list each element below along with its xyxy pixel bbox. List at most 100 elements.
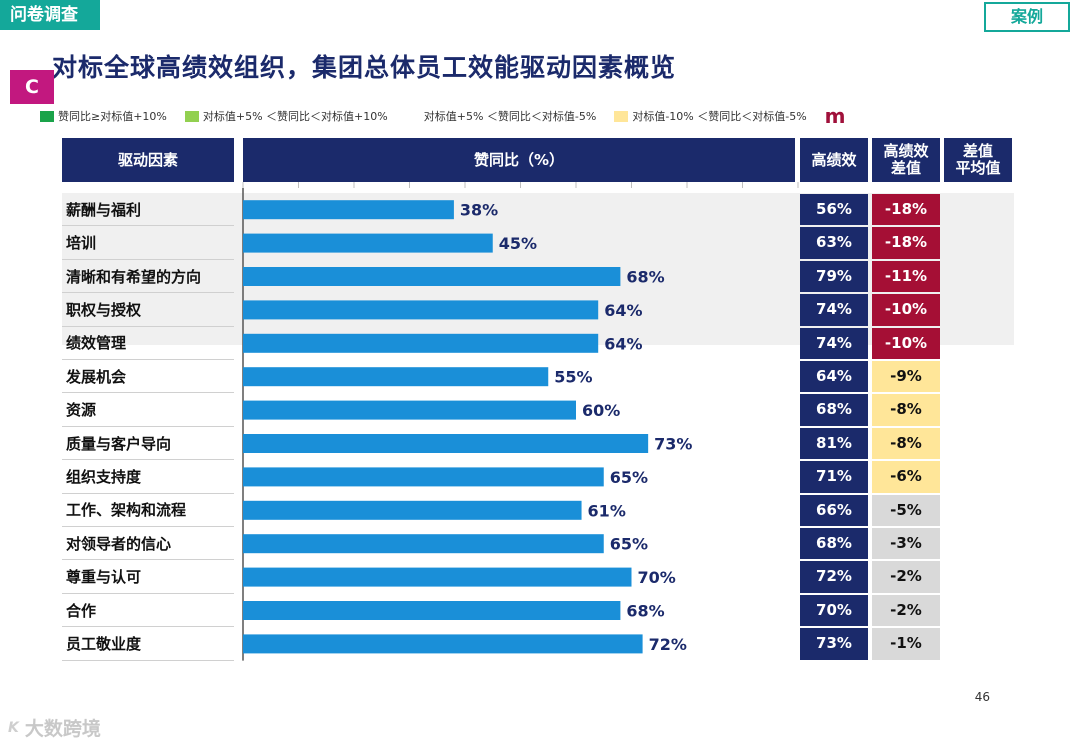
- bar: [243, 200, 454, 220]
- high-performance-cell: 74%: [800, 327, 868, 359]
- row-rule: [62, 359, 234, 360]
- bar-value-label: 61%: [588, 501, 626, 520]
- header-high: 高绩效: [800, 138, 868, 182]
- factor-label: 薪酬与福利: [66, 200, 142, 219]
- high-performance-cell: 63%: [800, 227, 868, 259]
- header-avg-line1: 差值: [962, 142, 993, 160]
- row-rule: [62, 225, 234, 227]
- bar: [243, 400, 576, 420]
- bar-value-label: 65%: [610, 468, 648, 487]
- row-rule: [62, 325, 234, 327]
- legend-swatch-2: [184, 110, 199, 122]
- section-tag: 问卷调查: [0, 0, 100, 30]
- page-title: 对标全球高绩效组织，集团总体员工效能驱动因素概览: [52, 53, 677, 82]
- row-rule: [62, 258, 234, 260]
- gap-cell: -5%: [872, 494, 940, 526]
- factor-label: 质量与客户导向: [66, 434, 172, 453]
- gap-cell: -3%: [872, 528, 940, 560]
- gap-cell: -6%: [872, 461, 940, 493]
- bar-value-label: 60%: [582, 401, 620, 420]
- bar-value-label: 64%: [604, 334, 642, 353]
- bar: [243, 367, 549, 387]
- factor-label: 尊重与认可: [66, 568, 142, 587]
- factor-label: 员工敬业度: [66, 634, 142, 653]
- legend-item-4: 对标值-10% ＜赞同比＜对标值-5%: [614, 108, 807, 124]
- legend-item-2: 对标值+5% ＜赞同比＜对标值+10%: [184, 108, 388, 124]
- factor-label: 职权与授权: [66, 300, 142, 319]
- legend-label-1: 赞同比≥对标值+10%: [58, 110, 167, 123]
- header-gap-line1: 高绩效: [883, 142, 929, 160]
- gap-cell: -11%: [872, 260, 940, 293]
- high-performance-cell: 56%: [800, 194, 868, 226]
- bar: [243, 601, 621, 620]
- gap-cell: -9%: [872, 361, 940, 393]
- page-number: 46: [974, 690, 990, 704]
- high-performance-cell: 71%: [800, 461, 868, 493]
- gap-cell: -18%: [872, 227, 940, 259]
- high-performance-cell: 79%: [800, 260, 868, 293]
- bar: [243, 534, 604, 554]
- row-rule: [62, 626, 234, 628]
- row-rule: [62, 559, 234, 561]
- logo: C: [10, 70, 54, 104]
- bar-value-label: 65%: [610, 535, 648, 554]
- watermark: K 大数跨境: [8, 714, 101, 741]
- high-performance-cell: 81%: [800, 427, 868, 460]
- legend-label-2: 对标值+5% ＜赞同比＜对标值+10%: [202, 110, 388, 123]
- legend-item-3: 对标值+5% ＜赞同比＜对标值-5%: [405, 108, 597, 124]
- bar: [243, 567, 632, 587]
- header-factor: 驱动因素: [62, 138, 234, 182]
- header-gap-line2: 差值: [890, 159, 921, 177]
- high-performance-cell: 68%: [800, 528, 868, 560]
- bar: [243, 467, 604, 487]
- bar-value-label: 70%: [638, 568, 676, 587]
- row-rule: [62, 659, 234, 661]
- gap-cell: -8%: [872, 394, 940, 426]
- watermark-icon: K: [8, 719, 19, 736]
- factor-label: 资源: [66, 401, 97, 420]
- bar: [243, 434, 649, 453]
- legend-swatch-1: [40, 110, 54, 122]
- bar-value-label: 64%: [604, 301, 642, 320]
- factor-label: 组织支持度: [66, 467, 142, 486]
- legend-item-1: 赞同比≥对标值+10%: [40, 108, 167, 124]
- legend-label-3: 对标值+5% ＜赞同比＜对标值-5%: [423, 110, 597, 123]
- factor-label: 合作: [66, 601, 97, 620]
- watermark-text: 大数跨境: [24, 718, 101, 740]
- bar: [243, 500, 582, 520]
- high-performance-cell: 70%: [800, 594, 868, 627]
- legend-swatch-4: [614, 110, 629, 122]
- high-performance-cell: 73%: [800, 628, 868, 660]
- gap-cell: -18%: [872, 194, 940, 226]
- row-rule: [62, 459, 234, 461]
- bar-value-label: 72%: [649, 635, 687, 654]
- factor-label: 对领导者的信心: [66, 534, 172, 553]
- case-tag: 案例: [984, 2, 1070, 32]
- legend-tail-mark: m: [824, 103, 846, 128]
- bar-value-label: 45%: [499, 234, 537, 253]
- gap-cell: -10%: [872, 294, 940, 326]
- high-performance-cell: 68%: [800, 394, 868, 426]
- bar-value-label: 38%: [460, 201, 498, 220]
- row-rule: [62, 425, 234, 427]
- header-avg-line2: 平均值: [955, 159, 1001, 177]
- gap-cell: -2%: [872, 561, 940, 593]
- gap-cell: -1%: [872, 628, 940, 660]
- row-rule: [62, 526, 234, 527]
- legend-swatch-3: [405, 110, 420, 122]
- bar-value-label: 55%: [554, 368, 592, 387]
- header-ratio: 赞同比（%）: [243, 138, 795, 182]
- legend-label-4: 对标值-10% ＜赞同比＜对标值-5%: [632, 110, 807, 123]
- high-performance-cell: 72%: [800, 561, 868, 593]
- gap-cell: -2%: [872, 594, 940, 627]
- row-rule: [62, 592, 234, 594]
- bar: [243, 333, 599, 353]
- gap-cell: -8%: [872, 427, 940, 460]
- high-performance-cell: 64%: [800, 361, 868, 393]
- bar: [243, 300, 599, 320]
- bar-value-label: 73%: [654, 435, 692, 454]
- factor-label: 工作、架构和流程: [66, 501, 187, 520]
- bar-value-label: 68%: [626, 268, 664, 287]
- bar: [243, 634, 643, 654]
